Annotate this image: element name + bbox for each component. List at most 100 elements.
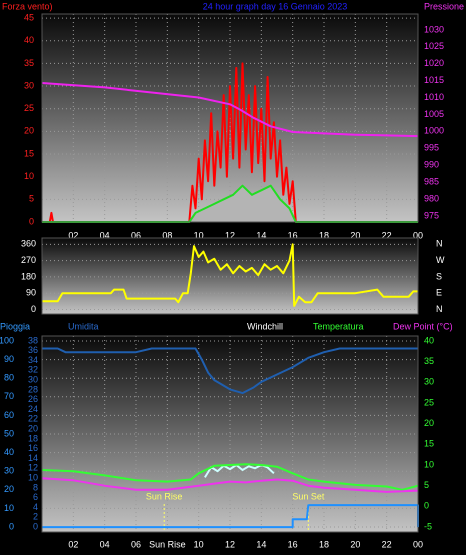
y-tick-label: 40 [4, 447, 14, 457]
x-tick-label: 06 [131, 230, 141, 240]
y2-label: Pressione [424, 1, 464, 11]
y3-tick-label: 15 [424, 439, 434, 449]
y2-tick-label: 10 [28, 472, 38, 482]
y2-tick-label: 985 [424, 176, 439, 186]
y2-tick-label: 995 [424, 143, 439, 153]
x-tick-label: 02 [68, 539, 78, 549]
y3-tick-label: 30 [424, 377, 434, 387]
x-tick-label: 16 [288, 539, 298, 549]
x-tick-label: 22 [382, 230, 392, 240]
y-tick-label: 30 [4, 466, 14, 476]
area [42, 185, 418, 222]
x-tick-label: 16 [288, 230, 298, 240]
y-tick-label: 270 [21, 255, 36, 265]
y2-tick-label: 2 [33, 512, 38, 522]
y2-tick-label: N [436, 304, 443, 314]
x-tick-label: 14 [256, 539, 266, 549]
x-tick-label: 14 [256, 230, 266, 240]
x-tick-label: Sun Rise [149, 539, 186, 549]
plot-frame [41, 237, 419, 315]
y-tick-label: 15 [24, 148, 34, 158]
y2-tick-label: 8 [33, 482, 38, 492]
line [42, 184, 418, 223]
title: 24 hour graph day 16 Gennaio 2023 [203, 1, 348, 11]
x-tick-label: 02 [68, 230, 78, 240]
y2-tick-label: 1020 [424, 58, 444, 68]
y2-tick-label: 32 [28, 365, 38, 375]
y2-tick-label: 16 [28, 443, 38, 453]
y2-tick-label: 30 [28, 374, 38, 384]
y2-tick-label: 1005 [424, 109, 444, 119]
y-tick-label: 0 [29, 216, 34, 226]
x-tick-label: 06 [131, 539, 141, 549]
line [42, 347, 418, 395]
y-tick-label: 50 [4, 428, 14, 438]
y2-tick-label: W [436, 255, 445, 265]
y2-tick-label: S [436, 271, 442, 281]
event-label: Sun Set [292, 491, 325, 501]
plot-frame [41, 335, 419, 533]
y-tick-label: 100 [0, 335, 14, 345]
line [42, 243, 418, 307]
y-tick-label: 360 [21, 239, 36, 249]
x-tick-label: 10 [194, 539, 204, 549]
y-tick-label: 180 [21, 271, 36, 281]
y-tick-label: 25 [24, 103, 34, 113]
y2-tick-label: 26 [28, 394, 38, 404]
y-tick-label: 10 [4, 503, 14, 513]
legend-label: Windchill [247, 321, 283, 331]
legend-label: Dew Point (°C) [393, 321, 453, 331]
y3-tick-label: 0 [424, 501, 429, 511]
y-tick-label: 60 [4, 410, 14, 420]
x-tick-label: 20 [350, 539, 360, 549]
y-tick-label: 0 [9, 521, 14, 531]
y-tick-label: 90 [4, 354, 14, 364]
y3-tick-label: 35 [424, 356, 434, 366]
y2-tick-label: 24 [28, 404, 38, 414]
x-tick-label: 22 [382, 539, 392, 549]
x-tick-label: 00 [413, 539, 423, 549]
y-tick-label: 20 [4, 484, 14, 494]
y2-tick-label: 1000 [424, 126, 444, 136]
x-tick-label: 08 [162, 230, 172, 240]
y-tick-label: 45 [24, 12, 34, 22]
y2-tick-label: 1025 [424, 41, 444, 51]
y2-tick-label: E [436, 288, 442, 298]
x-tick-label: 04 [100, 230, 110, 240]
y-tick-label: 30 [24, 80, 34, 90]
y2-tick-label: 1015 [424, 75, 444, 85]
y2-tick-label: 34 [28, 355, 38, 365]
plot-frame [41, 13, 419, 223]
y2-tick-label: 18 [28, 433, 38, 443]
y3-tick-label: 20 [424, 418, 434, 428]
x-tick-label: 12 [225, 230, 235, 240]
y-tick-label: 70 [4, 391, 14, 401]
y2-tick-label: 6 [33, 492, 38, 502]
y2-tick-label: 36 [28, 345, 38, 355]
x-tick-label: 20 [350, 230, 360, 240]
y-tick-label: 35 [24, 58, 34, 68]
y-tick-label: 90 [26, 288, 36, 298]
y2-tick-label: 22 [28, 414, 38, 424]
y2-tick-label: 980 [424, 193, 439, 203]
y2-tick-label: 1030 [424, 24, 444, 34]
y-tick-label: 40 [24, 35, 34, 45]
y2-tick-label: 975 [424, 210, 439, 220]
y-tick-label: 20 [24, 126, 34, 136]
x-tick-label: 00 [413, 230, 423, 240]
y3-tick-label: 25 [424, 397, 434, 407]
y2-tick-label: 1010 [424, 92, 444, 102]
plot-area [42, 238, 418, 314]
y2-tick-label: 28 [28, 384, 38, 394]
legend-label: Temperatura [313, 321, 364, 331]
y2-tick-label: N [436, 239, 443, 249]
y2-tick-label: 20 [28, 423, 38, 433]
line [41, 477, 419, 493]
y2-tick-label: 12 [28, 463, 38, 473]
y-tick-label: 80 [4, 373, 14, 383]
y-tick-label: 5 [29, 194, 34, 204]
y3-tick-label: 5 [424, 480, 429, 490]
y3-tick-label: 40 [424, 335, 434, 345]
